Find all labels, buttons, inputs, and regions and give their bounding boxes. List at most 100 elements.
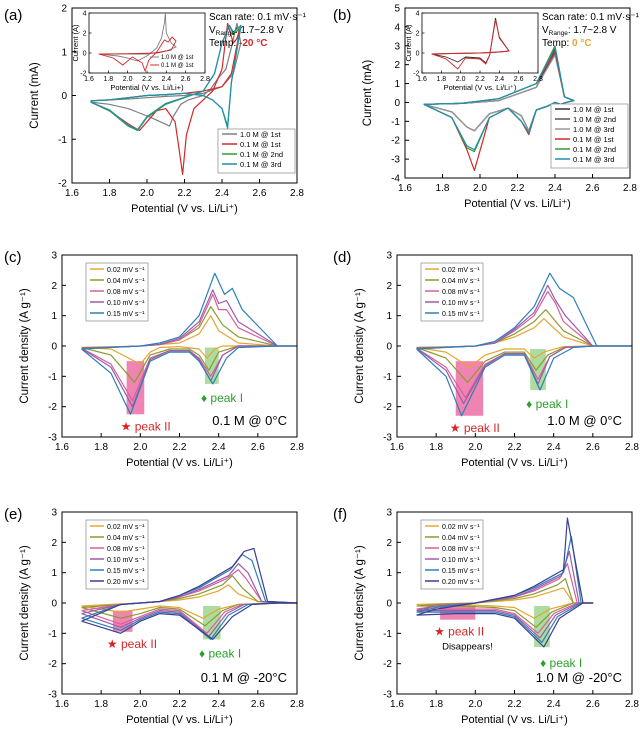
shaded-region-peak-II <box>126 361 145 415</box>
peak-i-label: ♦ peak I <box>526 397 568 411</box>
legend-label: 0.08 mV s⁻¹ <box>107 289 145 296</box>
x-tick-label: 2.4 <box>212 699 226 710</box>
y-tick-label: -1 <box>391 117 400 128</box>
y-axis-label: Current density (A g⁻¹) <box>19 545 31 661</box>
panel-label: (a) <box>4 7 22 24</box>
x-tick-label: 2.4 <box>215 188 229 199</box>
x-tick-label: 1.8 <box>429 442 443 453</box>
x-tick-label: 2.8 <box>290 188 304 199</box>
x-tick-label: 1.6 <box>398 183 412 194</box>
y-tick-label: 2 <box>51 281 57 292</box>
inset-y-tick-label: 4 <box>83 11 87 18</box>
x-axis-label: Potential (V vs. Li/Li⁺) <box>126 457 233 469</box>
x-tick-label: 2.8 <box>290 442 304 453</box>
panel-b: (b) 1.6 1.8 2.0 2.2 2.4 2.6 2.8 -4 -3 -2 -1 0 1 2 3 4 5 Po… <box>333 4 640 211</box>
inset-x-tick-label: 1.6 <box>417 76 427 83</box>
legend-box <box>217 128 296 174</box>
x-tick-label: 1.8 <box>429 699 443 710</box>
peak-ii-label: ★ peak II <box>450 421 500 435</box>
legend-label: 0.1 M @ 3rd <box>573 155 614 164</box>
x-tick-label: 2.8 <box>625 442 639 453</box>
legend-label: 0.10 mV s⁻¹ <box>442 300 480 307</box>
legend-label: 1.0 M @ 2nd <box>573 115 616 124</box>
x-axis-label: Potential (V vs. Li/Li⁺) <box>461 714 568 726</box>
x-tick-label: 2.4 <box>547 442 561 453</box>
x-tick-label: 1.8 <box>103 188 117 199</box>
x-tick-label: 2.2 <box>508 699 522 710</box>
y-tick-label: 1 <box>394 79 400 90</box>
legend-label: 1.0 M @ 1st <box>573 105 614 114</box>
y-tick-label: 1 <box>61 47 67 58</box>
y-tick-label: 1 <box>386 568 392 579</box>
y-tick-label: -2 <box>383 659 392 670</box>
legend-label: 0.1 M @ 3rd <box>240 160 281 169</box>
peak-ii-label: ★ peak II <box>107 637 157 651</box>
panel-f: (f) 1.6 1.8 2.0 2.2 2.4 2.6 2.8 -3 -2 -1 0 1 2 3 Potent… <box>333 506 639 726</box>
panel-label: (f) <box>333 506 347 523</box>
inset-x-tick-label: 1.8 <box>436 76 446 83</box>
annotation-temp: Temp: -20 °C <box>209 38 267 49</box>
x-tick-label: 1.6 <box>55 699 69 710</box>
y-axis-label: Current (mA) <box>362 60 374 127</box>
y-tick-label: -2 <box>48 659 57 670</box>
y-axis-label: Current density (A g⁻¹) <box>354 288 366 404</box>
inset-x-tick-label: 2.2 <box>475 76 485 83</box>
inset-x-tick-label: 2.8 <box>200 76 210 83</box>
y-tick-label: -1 <box>48 372 57 383</box>
legend-label: 0.1 M @ 1st <box>240 140 281 149</box>
y-tick-label: -1 <box>383 629 392 640</box>
x-tick-label: 2.2 <box>178 188 192 199</box>
y-tick-label: -3 <box>391 155 400 166</box>
y-tick-label: 0 <box>51 599 57 610</box>
condition-label: 0.1 M @ -20°C <box>201 670 287 685</box>
inset-x-tick-label: 2.8 <box>533 76 543 83</box>
series-line <box>81 547 298 640</box>
inset-y-axis-label: Current (A) <box>404 24 413 62</box>
inset-y-tick-label: 0 <box>83 51 87 58</box>
legend-label: 0.1 M @ 2nd <box>240 150 283 159</box>
y-axis-label: Current density (A g⁻¹) <box>354 545 366 661</box>
inset-x-axis-label: Potential (V vs. Li/Li⁺) <box>444 83 517 92</box>
legend-label: 0.10 mV s⁻¹ <box>442 557 480 564</box>
inset-series-line <box>98 12 177 62</box>
inset-series-line <box>431 19 510 70</box>
inset-x-tick-label: 2.6 <box>181 76 191 83</box>
panel-d: (d) 1.6 1.8 2.0 2.2 2.4 2.6 2.8 -3 -2 -1 0 1 2 3 Potent… <box>333 249 639 469</box>
legend-label: 0.02 mV s⁻¹ <box>442 267 480 274</box>
inset-series-line <box>98 36 177 73</box>
legend-label: 0.20 mV s⁻¹ <box>107 579 145 586</box>
y-tick-label: -2 <box>391 136 400 147</box>
x-tick-label: 2.0 <box>140 188 154 199</box>
legend-box <box>550 103 629 169</box>
annotation-temp: Temp: 0 °C <box>542 38 592 49</box>
legend-box <box>85 519 149 590</box>
x-tick-label: 2.0 <box>468 699 482 710</box>
x-tick-label: 1.6 <box>65 188 79 199</box>
y-tick-label: 1 <box>386 311 392 322</box>
x-tick-label: 2.2 <box>511 183 525 194</box>
x-tick-label: 1.6 <box>390 442 404 453</box>
x-tick-label: 1.6 <box>390 699 404 710</box>
y-tick-label: 1 <box>51 568 57 579</box>
x-tick-label: 1.6 <box>55 442 69 453</box>
inset-y-tick-label: 2 <box>416 31 420 38</box>
y-tick-label: 2 <box>51 538 57 549</box>
y-tick-label: 0 <box>51 342 57 353</box>
x-tick-label: 2.4 <box>548 183 562 194</box>
inset-x-tick-label: 2.0 <box>123 76 133 83</box>
condition-label: 1.0 M @ 0°C <box>547 413 622 428</box>
annotation-scan-rate: Scan rate: 0.1 mV·s⁻¹ <box>209 12 307 23</box>
x-tick-label: 2.6 <box>251 699 265 710</box>
y-tick-label: -1 <box>58 135 67 146</box>
x-tick-label: 2.0 <box>133 699 147 710</box>
x-tick-label: 2.6 <box>586 442 600 453</box>
legend-label: 0.08 mV s⁻¹ <box>107 546 145 553</box>
inset-y-tick-label: 0 <box>416 51 420 58</box>
legend-label: 0.04 mV s⁻¹ <box>107 278 145 285</box>
y-tick-label: 3 <box>386 251 392 262</box>
legend-label: 0.20 mV s⁻¹ <box>442 579 480 586</box>
panel-c: (c) 1.6 1.8 2.0 2.2 2.4 2.6 2.8 -3 -2 -1 0 1 2 3 Potent… <box>4 249 304 469</box>
x-tick-label: 1.8 <box>436 183 450 194</box>
series-line <box>90 24 242 131</box>
